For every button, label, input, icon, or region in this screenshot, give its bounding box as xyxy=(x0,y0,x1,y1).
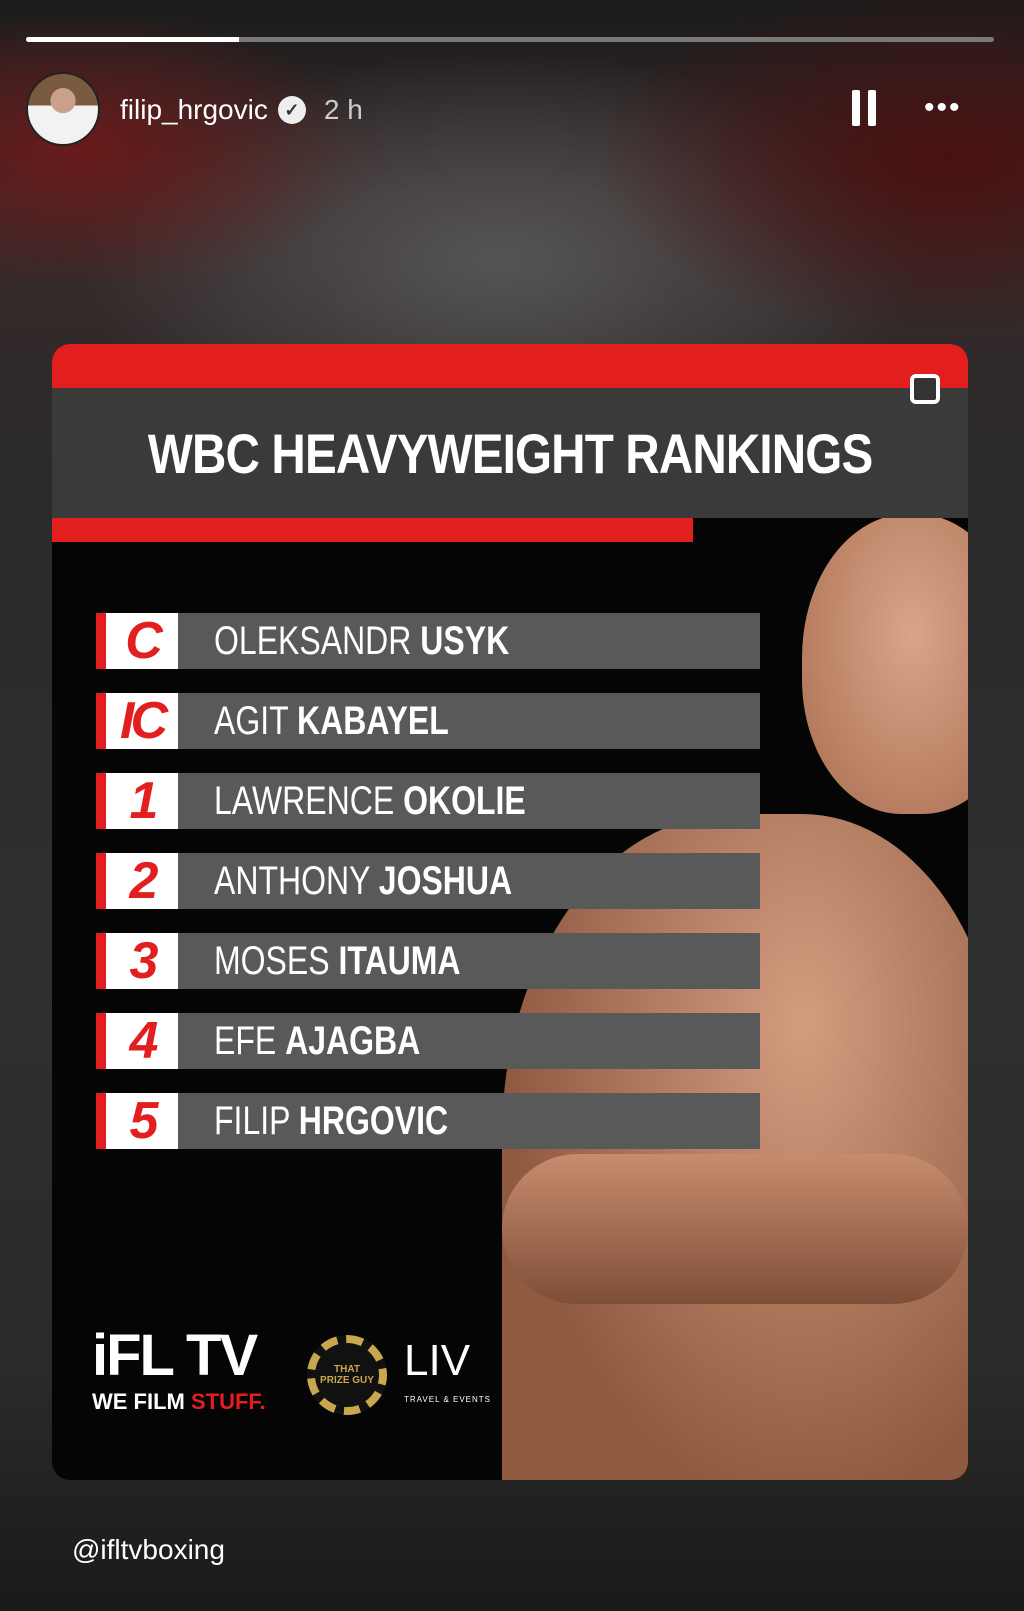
rank-badge: IC xyxy=(96,693,178,749)
liv-logo: LIV xyxy=(404,1336,471,1385)
story-post-image: WBC HEAVYWEIGHT RANKINGS C OLEKSANDR USY… xyxy=(52,344,968,1480)
rank-badge: 4 xyxy=(96,1013,178,1069)
ranking-row: C OLEKSANDR USYK xyxy=(96,613,760,669)
ranking-row: 2 ANTHONY JOSHUA xyxy=(96,853,760,909)
mention-sticker[interactable]: @ifltvboxing xyxy=(72,1534,225,1565)
ranking-row: 4 EFE AJAGBA xyxy=(96,1013,760,1069)
ranking-row: 1 LAWRENCE OKOLIE xyxy=(96,773,760,829)
post-time: 2 h xyxy=(323,94,363,125)
title-banner: WBC HEAVYWEIGHT RANKINGS xyxy=(52,388,968,518)
ifl-tv-logo: iFL TV xyxy=(92,1323,258,1388)
fighter-name: ANTHONY JOSHUA xyxy=(178,853,760,909)
fighter-name: EFE AJAGBA xyxy=(178,1013,760,1069)
pause-icon[interactable] xyxy=(852,90,878,126)
rank-badge: 2 xyxy=(96,853,178,909)
post-title: WBC HEAVYWEIGHT RANKINGS xyxy=(147,421,873,485)
progress-fill xyxy=(26,37,239,42)
ranking-row: 3 MOSES ITAUMA xyxy=(96,933,760,989)
sponsor-logos: iFL TV WE FILM STUFF. THAT PRIZE GUY LIV… xyxy=(92,1323,532,1419)
rank-badge: 3 xyxy=(96,933,178,989)
liv-subtitle: TRAVEL & EVENTS xyxy=(404,1395,492,1404)
story-header: filip_hrgovic ✓ 2 h xyxy=(120,92,363,128)
avatar[interactable] xyxy=(26,72,100,146)
boxer-photo xyxy=(502,514,968,1480)
that-prize-guy-logo: THAT PRIZE GUY xyxy=(307,1335,387,1415)
fighter-name: OLEKSANDR USYK xyxy=(178,613,760,669)
ifl-tagline: WE FILM STUFF. xyxy=(92,1389,266,1414)
rank-badge: 5 xyxy=(96,1093,178,1149)
verified-badge-icon: ✓ xyxy=(277,96,306,124)
username[interactable]: filip_hrgovic xyxy=(120,94,268,125)
fighter-name: AGIT KABAYEL xyxy=(178,693,760,749)
multi-image-icon xyxy=(910,374,940,404)
ranking-row: 5 FILIP HRGOVIC xyxy=(96,1093,760,1149)
fighter-name: LAWRENCE OKOLIE xyxy=(178,773,760,829)
rank-badge: C xyxy=(96,613,178,669)
fighter-name: FILIP HRGOVIC xyxy=(178,1093,760,1149)
fighter-name: MOSES ITAUMA xyxy=(178,933,760,989)
ranking-row: IC AGIT KABAYEL xyxy=(96,693,760,749)
red-band-top xyxy=(52,344,968,388)
story-progress-bar xyxy=(26,37,994,42)
rank-badge: 1 xyxy=(96,773,178,829)
red-band-bottom xyxy=(52,518,694,542)
more-icon[interactable]: ••• xyxy=(924,91,962,124)
